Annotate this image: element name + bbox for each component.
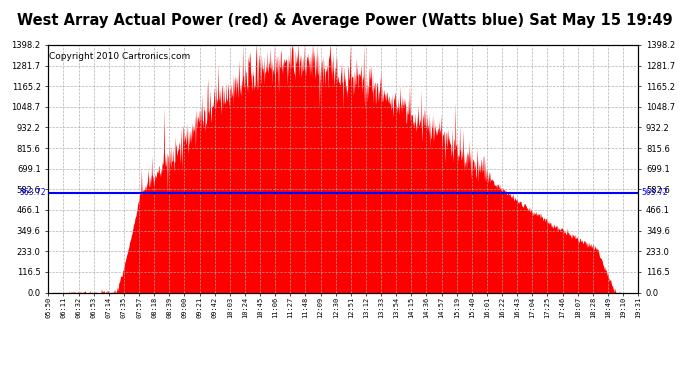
Text: 563.72: 563.72 <box>19 188 46 197</box>
Text: Copyright 2010 Cartronics.com: Copyright 2010 Cartronics.com <box>50 53 190 62</box>
Text: 563.72: 563.72 <box>641 188 668 197</box>
Text: West Array Actual Power (red) & Average Power (Watts blue) Sat May 15 19:49: West Array Actual Power (red) & Average … <box>17 13 673 28</box>
